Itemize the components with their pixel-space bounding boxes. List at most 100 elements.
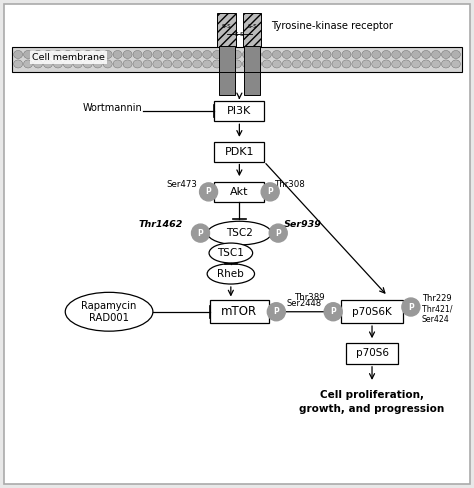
Ellipse shape <box>153 50 162 59</box>
Ellipse shape <box>272 50 281 59</box>
Text: TSC1: TSC1 <box>218 248 244 258</box>
Ellipse shape <box>252 60 261 68</box>
Ellipse shape <box>312 60 321 68</box>
Ellipse shape <box>223 60 232 68</box>
Ellipse shape <box>233 50 241 59</box>
Circle shape <box>191 224 210 242</box>
Ellipse shape <box>292 50 301 59</box>
Ellipse shape <box>64 60 73 68</box>
Text: p70S6: p70S6 <box>356 348 389 359</box>
Ellipse shape <box>332 50 341 59</box>
Text: PDK1: PDK1 <box>225 146 254 157</box>
Ellipse shape <box>83 50 92 59</box>
Ellipse shape <box>411 60 420 68</box>
Ellipse shape <box>392 50 401 59</box>
Text: Thr229: Thr229 <box>422 294 451 303</box>
Ellipse shape <box>193 50 202 59</box>
Ellipse shape <box>392 60 401 68</box>
FancyBboxPatch shape <box>219 46 235 73</box>
Ellipse shape <box>54 50 63 59</box>
Ellipse shape <box>431 60 440 68</box>
Ellipse shape <box>113 60 122 68</box>
Ellipse shape <box>163 60 172 68</box>
Text: Ser939: Ser939 <box>283 220 321 229</box>
Ellipse shape <box>233 60 241 68</box>
Ellipse shape <box>302 50 311 59</box>
Ellipse shape <box>163 50 172 59</box>
Text: P: P <box>206 187 211 196</box>
Ellipse shape <box>262 50 271 59</box>
Ellipse shape <box>322 60 331 68</box>
Ellipse shape <box>123 60 132 68</box>
Text: p70S6K: p70S6K <box>352 307 392 317</box>
Ellipse shape <box>93 50 102 59</box>
Ellipse shape <box>342 50 351 59</box>
Ellipse shape <box>64 50 73 59</box>
Text: P: P <box>273 307 279 316</box>
Text: P: P <box>275 228 281 238</box>
Ellipse shape <box>143 60 152 68</box>
Ellipse shape <box>302 60 311 68</box>
Ellipse shape <box>143 50 152 59</box>
Ellipse shape <box>382 50 391 59</box>
Ellipse shape <box>322 50 331 59</box>
Text: Wortmannin: Wortmannin <box>82 103 142 114</box>
Text: Ser2448: Ser2448 <box>287 299 322 308</box>
Text: Rheb: Rheb <box>218 269 244 279</box>
Ellipse shape <box>24 60 33 68</box>
Ellipse shape <box>73 50 82 59</box>
Ellipse shape <box>431 50 440 59</box>
Ellipse shape <box>203 50 212 59</box>
Ellipse shape <box>421 50 430 59</box>
Text: Cell proliferation,
growth, and progression: Cell proliferation, growth, and progress… <box>300 390 445 414</box>
FancyBboxPatch shape <box>215 102 264 122</box>
Ellipse shape <box>54 60 63 68</box>
Ellipse shape <box>421 60 430 68</box>
Text: Cell membrane: Cell membrane <box>32 53 105 62</box>
Ellipse shape <box>252 50 261 59</box>
Ellipse shape <box>44 50 53 59</box>
Ellipse shape <box>312 50 321 59</box>
Ellipse shape <box>133 50 142 59</box>
Ellipse shape <box>372 60 381 68</box>
Text: Akt: Akt <box>230 187 249 197</box>
Ellipse shape <box>292 60 301 68</box>
Ellipse shape <box>207 264 255 284</box>
Ellipse shape <box>113 50 122 59</box>
Ellipse shape <box>382 60 391 68</box>
Ellipse shape <box>173 60 182 68</box>
Ellipse shape <box>65 292 153 331</box>
Ellipse shape <box>14 60 23 68</box>
FancyBboxPatch shape <box>243 13 261 47</box>
Ellipse shape <box>352 60 361 68</box>
Text: P: P <box>408 303 414 311</box>
FancyBboxPatch shape <box>12 47 462 72</box>
Circle shape <box>200 183 218 201</box>
FancyBboxPatch shape <box>244 72 260 95</box>
Ellipse shape <box>332 60 341 68</box>
Text: P: P <box>330 307 336 316</box>
Text: Tyrosine-kinase receptor: Tyrosine-kinase receptor <box>271 21 393 31</box>
Ellipse shape <box>451 50 460 59</box>
Text: P: P <box>267 187 273 196</box>
Ellipse shape <box>213 50 222 59</box>
Ellipse shape <box>208 221 271 245</box>
Ellipse shape <box>193 60 202 68</box>
Ellipse shape <box>203 60 212 68</box>
Ellipse shape <box>441 60 450 68</box>
Ellipse shape <box>103 60 112 68</box>
Ellipse shape <box>34 60 43 68</box>
Ellipse shape <box>34 50 43 59</box>
Ellipse shape <box>173 50 182 59</box>
Ellipse shape <box>14 50 23 59</box>
Circle shape <box>269 224 287 242</box>
Ellipse shape <box>44 60 53 68</box>
Text: PI3K: PI3K <box>227 106 252 116</box>
Circle shape <box>261 183 279 201</box>
Ellipse shape <box>262 60 271 68</box>
Ellipse shape <box>372 50 381 59</box>
Circle shape <box>324 303 342 321</box>
Ellipse shape <box>133 60 142 68</box>
Text: Thr421/
Ser424: Thr421/ Ser424 <box>422 304 452 324</box>
Text: Rapamycin
RAD001: Rapamycin RAD001 <box>82 301 137 323</box>
